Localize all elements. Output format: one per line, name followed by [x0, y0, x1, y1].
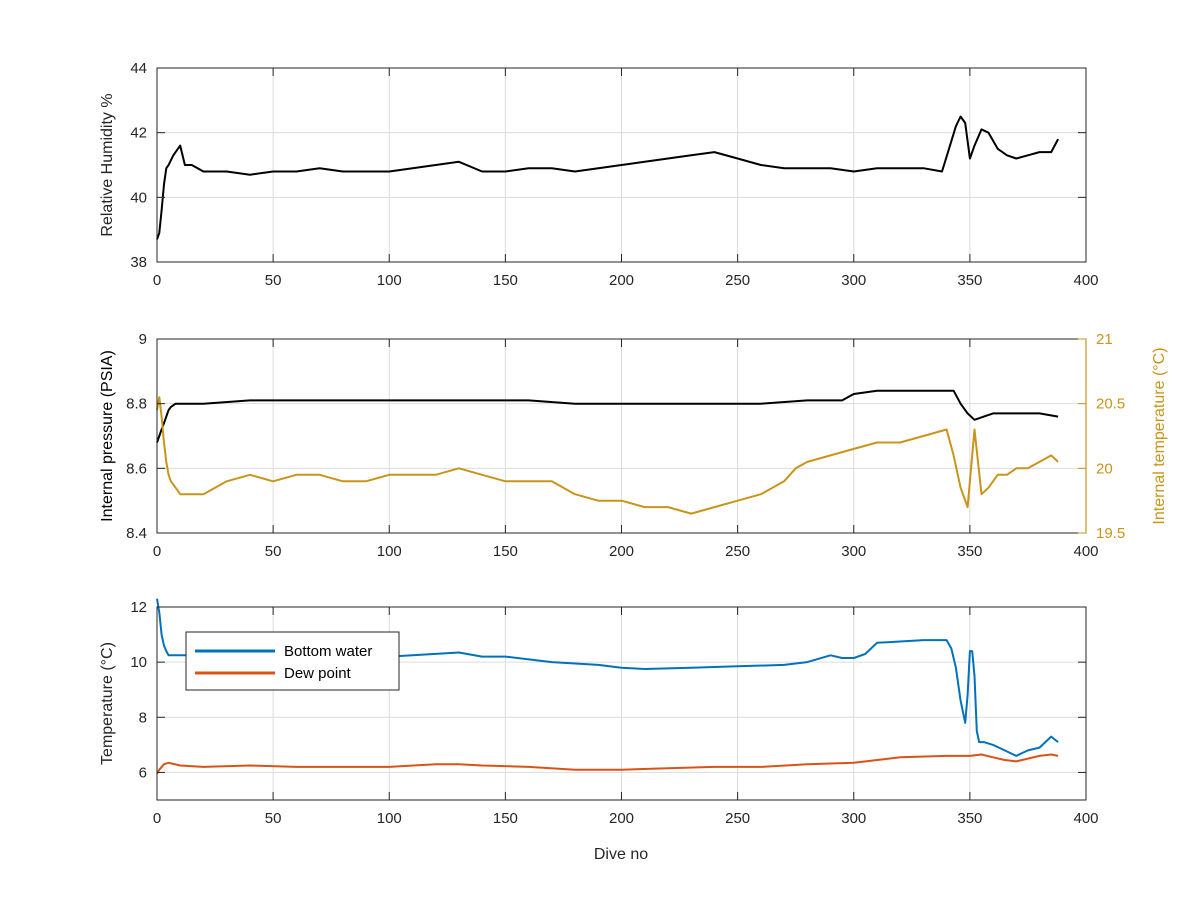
legend-box: [185, 631, 400, 691]
chart-panel-3: 0 50 100 150 200 250 300 350 400 6 8 10 12 Temperatur…: [99, 598, 1099, 827]
x-tick-label: 250: [725, 810, 750, 827]
series-line-right-axis: [156, 396, 1059, 515]
x-tick-label: 300: [841, 810, 866, 827]
y-axis-label: Relative Humidity %: [99, 93, 116, 236]
x-tick-label: 100: [377, 272, 402, 289]
x-tick-label: 50: [265, 810, 282, 827]
y-tick-label: 6: [139, 764, 147, 781]
y2-axis-label: Internal temperature (°C): [1151, 347, 1168, 524]
y-tick-label: 9: [139, 331, 147, 348]
y-tick-label: 12: [130, 599, 147, 616]
x-axis-label: Dive no: [594, 846, 648, 863]
y-tick-label: 8.6: [126, 460, 147, 477]
chart-panel-1: 0 50 100 150 200 250 300 350 400 38 40 42 44 Relative…: [99, 60, 1099, 289]
x-tick-label: 50: [265, 272, 282, 289]
x-tick-label: 400: [1073, 543, 1098, 560]
x-tick-label: 350: [957, 272, 982, 289]
y-tick-label: 8: [139, 709, 147, 726]
series-line-left-axis: [156, 389, 1059, 443]
series-line-left-axis: [156, 115, 1059, 240]
y2-tick-label: 20.5: [1096, 396, 1125, 413]
legend-label: Dew point: [284, 665, 352, 682]
legend: Bottom water Dew point: [185, 631, 400, 691]
y2-tick-label: 21: [1096, 331, 1113, 348]
y-axis-label: Internal pressure (PSIA): [99, 350, 116, 522]
x-tick-label: 250: [725, 272, 750, 289]
y-tick-label: 8.8: [126, 396, 147, 413]
x-tick-label: 0: [153, 272, 161, 289]
x-tick-label: 350: [957, 810, 982, 827]
y2-tick-label: 19.5: [1096, 525, 1125, 542]
y2-tick-label: 20: [1096, 460, 1113, 477]
x-tick-label: 200: [609, 272, 634, 289]
y-tick-label: 44: [130, 60, 147, 77]
y-tick-label: 8.4: [126, 525, 147, 542]
x-tick-label: 200: [609, 543, 634, 560]
x-tick-label: 400: [1073, 810, 1098, 827]
x-tick-label: 150: [493, 272, 518, 289]
x-tick-label: 350: [957, 543, 982, 560]
x-tick-label: 300: [841, 272, 866, 289]
x-tick-label: 250: [725, 543, 750, 560]
x-tick-label: 150: [493, 810, 518, 827]
y-tick-label: 10: [130, 654, 147, 671]
x-tick-label: 50: [265, 543, 282, 560]
y-axis-label: Temperature (°C): [99, 642, 116, 765]
y-tick-label: 38: [130, 254, 147, 271]
x-tick-label: 0: [153, 810, 161, 827]
chart-panel-2: 0 50 100 150 200 250 300 350 400 8.4 8.6 8.8 9 Intern…: [99, 331, 1168, 560]
x-tick-label: 200: [609, 810, 634, 827]
x-tick-label: 100: [377, 543, 402, 560]
x-tick-label: 400: [1073, 272, 1098, 289]
figure-panels: 0 50 100 150 200 250 300 350 40038404244Relative…: [99, 60, 1168, 827]
x-tick-label: 0: [153, 543, 161, 560]
y-tick-label: 42: [130, 125, 147, 142]
x-tick-label: 150: [493, 543, 518, 560]
series-line-dew-point: [156, 753, 1059, 775]
legend-label: Bottom water: [284, 643, 372, 660]
y-tick-label: 40: [130, 189, 147, 206]
x-tick-label: 100: [377, 810, 402, 827]
x-tick-label: 300: [841, 543, 866, 560]
